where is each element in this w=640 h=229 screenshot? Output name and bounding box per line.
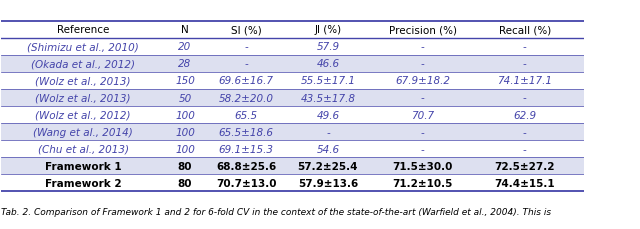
Text: (Okada et al., 2012): (Okada et al., 2012) bbox=[31, 59, 135, 69]
Text: JI (%): JI (%) bbox=[314, 25, 342, 35]
Text: 70.7: 70.7 bbox=[411, 110, 434, 120]
Text: 80: 80 bbox=[178, 161, 192, 171]
Text: 55.5±17.1: 55.5±17.1 bbox=[300, 76, 355, 86]
Bar bbox=[1, 56, 584, 73]
Text: (Shimizu et al., 2010): (Shimizu et al., 2010) bbox=[27, 42, 139, 52]
Text: 50: 50 bbox=[179, 93, 192, 103]
Text: -: - bbox=[421, 144, 424, 154]
Text: (Wolz et al., 2013): (Wolz et al., 2013) bbox=[35, 93, 131, 103]
Text: -: - bbox=[421, 42, 424, 52]
Text: -: - bbox=[523, 144, 527, 154]
Text: Tab. 2. Comparison of Framework 1 and 2 for 6-fold CV in the context of the stat: Tab. 2. Comparison of Framework 1 and 2 … bbox=[1, 207, 552, 216]
Text: -: - bbox=[523, 59, 527, 69]
Text: 54.6: 54.6 bbox=[316, 144, 339, 154]
Text: 71.2±10.5: 71.2±10.5 bbox=[392, 178, 453, 188]
Text: 43.5±17.8: 43.5±17.8 bbox=[300, 93, 355, 103]
Text: 46.6: 46.6 bbox=[316, 59, 339, 69]
Text: Framework 1: Framework 1 bbox=[45, 161, 122, 171]
Text: (Wolz et al., 2012): (Wolz et al., 2012) bbox=[35, 110, 131, 120]
Text: 100: 100 bbox=[175, 110, 195, 120]
Text: 70.7±13.0: 70.7±13.0 bbox=[216, 178, 276, 188]
Bar bbox=[1, 124, 584, 141]
Text: N: N bbox=[181, 25, 189, 35]
Text: 80: 80 bbox=[178, 178, 192, 188]
Text: 57.9±13.6: 57.9±13.6 bbox=[298, 178, 358, 188]
Text: -: - bbox=[421, 127, 424, 137]
Text: -: - bbox=[244, 59, 248, 69]
Text: 58.2±20.0: 58.2±20.0 bbox=[219, 93, 274, 103]
Text: 68.8±25.6: 68.8±25.6 bbox=[216, 161, 276, 171]
Text: 69.1±15.3: 69.1±15.3 bbox=[219, 144, 274, 154]
Text: 28: 28 bbox=[179, 59, 192, 69]
Text: (Wolz et al., 2013): (Wolz et al., 2013) bbox=[35, 76, 131, 86]
Text: 57.9: 57.9 bbox=[316, 42, 339, 52]
Text: -: - bbox=[244, 42, 248, 52]
Text: 65.5±18.6: 65.5±18.6 bbox=[219, 127, 274, 137]
Text: 74.4±15.1: 74.4±15.1 bbox=[495, 178, 555, 188]
Text: -: - bbox=[421, 93, 424, 103]
Text: Reference: Reference bbox=[57, 25, 109, 35]
Text: 72.5±27.2: 72.5±27.2 bbox=[495, 161, 555, 171]
Text: Framework 2: Framework 2 bbox=[45, 178, 122, 188]
Text: (Chu et al., 2013): (Chu et al., 2013) bbox=[38, 144, 129, 154]
Text: 74.1±17.1: 74.1±17.1 bbox=[497, 76, 552, 86]
Text: SI (%): SI (%) bbox=[231, 25, 262, 35]
Bar bbox=[1, 158, 584, 174]
Text: 100: 100 bbox=[175, 127, 195, 137]
Text: 69.6±16.7: 69.6±16.7 bbox=[219, 76, 274, 86]
Text: Precision (%): Precision (%) bbox=[388, 25, 457, 35]
Text: -: - bbox=[523, 42, 527, 52]
Text: 57.2±25.4: 57.2±25.4 bbox=[298, 161, 358, 171]
Text: 100: 100 bbox=[175, 144, 195, 154]
Text: -: - bbox=[523, 127, 527, 137]
Bar bbox=[1, 90, 584, 106]
Text: -: - bbox=[326, 127, 330, 137]
Text: 62.9: 62.9 bbox=[513, 110, 536, 120]
Text: 71.5±30.0: 71.5±30.0 bbox=[392, 161, 453, 171]
Text: (Wang et al., 2014): (Wang et al., 2014) bbox=[33, 127, 133, 137]
Text: 20: 20 bbox=[179, 42, 192, 52]
Text: 65.5: 65.5 bbox=[235, 110, 258, 120]
Text: -: - bbox=[421, 59, 424, 69]
Text: 150: 150 bbox=[175, 76, 195, 86]
Text: -: - bbox=[523, 93, 527, 103]
Text: Recall (%): Recall (%) bbox=[499, 25, 551, 35]
Text: 49.6: 49.6 bbox=[316, 110, 339, 120]
Text: 67.9±18.2: 67.9±18.2 bbox=[395, 76, 450, 86]
